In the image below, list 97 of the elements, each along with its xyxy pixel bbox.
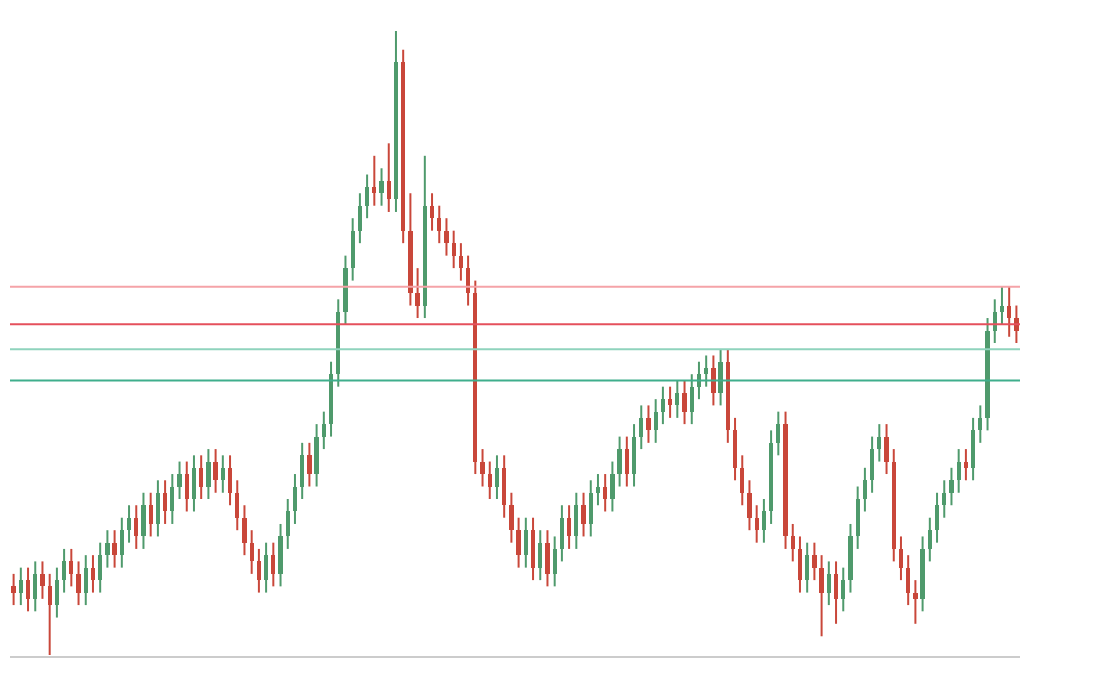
candlestick xyxy=(148,491,153,538)
candlestick xyxy=(552,535,557,588)
candlestick xyxy=(112,529,117,569)
candlestick xyxy=(40,560,45,600)
candlestick xyxy=(631,423,637,488)
candlestick xyxy=(415,267,420,320)
candlestick xyxy=(33,560,38,613)
candlestick xyxy=(69,547,74,588)
candlestick xyxy=(357,192,363,245)
candlestick xyxy=(451,229,456,270)
candlestick xyxy=(711,354,716,407)
candlestick xyxy=(927,516,932,563)
candlestick xyxy=(256,547,262,594)
candlestick xyxy=(545,529,550,588)
candlestick xyxy=(538,529,543,582)
candlestick xyxy=(271,541,276,588)
candlestick xyxy=(76,560,81,607)
candlestick xyxy=(617,435,622,488)
candlestick xyxy=(747,479,752,532)
candlestick xyxy=(689,373,694,426)
candlestick xyxy=(1014,304,1019,344)
candlestick xyxy=(54,566,60,619)
candlestick xyxy=(869,435,875,494)
candlestick xyxy=(18,566,23,607)
candlestick xyxy=(235,479,240,532)
candlestick xyxy=(740,454,745,507)
candlestick xyxy=(913,579,918,625)
candlestick xyxy=(790,522,795,563)
candlestick xyxy=(155,479,161,538)
candlestick xyxy=(321,410,326,451)
candlestick xyxy=(343,254,348,326)
candlestick xyxy=(624,435,629,488)
candlestick xyxy=(906,554,911,607)
candlestick xyxy=(263,541,269,594)
candlestick xyxy=(732,416,738,482)
candlestick xyxy=(278,522,283,588)
candlestick xyxy=(480,448,485,488)
candlestick xyxy=(660,385,666,426)
candlestick xyxy=(509,491,514,544)
candlestick xyxy=(819,554,824,638)
candlestick xyxy=(833,560,839,625)
candlestick xyxy=(285,498,290,550)
candlestick xyxy=(898,535,904,582)
candlestick xyxy=(184,460,189,513)
candlestick xyxy=(855,485,860,550)
candlestick xyxy=(761,498,767,544)
candlestick xyxy=(191,454,197,513)
candlestick xyxy=(805,541,810,594)
candlestick xyxy=(141,491,146,550)
candlestick xyxy=(379,167,384,207)
candlestick xyxy=(862,466,868,513)
candlestick xyxy=(776,410,781,457)
candlestick xyxy=(11,572,16,607)
candlestick xyxy=(530,516,536,582)
candlestick xyxy=(516,516,521,569)
candlestick xyxy=(206,448,211,500)
candlestick xyxy=(98,541,103,594)
candlestick xyxy=(934,491,940,544)
candlestick xyxy=(574,491,579,550)
candlestick xyxy=(581,491,586,538)
candlestick xyxy=(314,423,319,488)
candlestick xyxy=(177,460,182,500)
candlestick xyxy=(848,522,853,594)
candlestick xyxy=(949,466,954,507)
candlestick xyxy=(213,448,218,494)
candlestick xyxy=(639,404,644,451)
candlestick xyxy=(970,416,976,482)
candlestick xyxy=(487,460,492,500)
candlestick xyxy=(718,348,723,407)
candlestick xyxy=(502,454,507,519)
candlestick xyxy=(610,460,615,513)
candlestick xyxy=(364,173,370,220)
candlestick xyxy=(61,547,67,594)
candlestick xyxy=(300,441,305,500)
candlestick xyxy=(25,566,31,613)
candlestick xyxy=(119,516,124,569)
candlestick xyxy=(797,535,803,594)
candlestick xyxy=(841,566,846,613)
candlestick xyxy=(682,379,687,426)
candlestick xyxy=(105,529,110,569)
candlestick xyxy=(83,554,88,607)
candlestick xyxy=(559,504,565,563)
candlestick xyxy=(199,454,204,500)
candlestick xyxy=(812,541,817,582)
candlestick xyxy=(646,404,651,444)
candlestick xyxy=(307,441,312,488)
candlestick xyxy=(350,217,355,282)
candlestick xyxy=(444,217,449,257)
candlestick xyxy=(494,454,500,500)
candlestick xyxy=(437,204,442,245)
candlestick xyxy=(588,479,593,538)
candlestick xyxy=(826,560,831,607)
candlestick xyxy=(227,454,233,507)
candlestick xyxy=(884,423,889,476)
candlestick xyxy=(47,572,52,656)
candlestick xyxy=(523,516,528,569)
candlestick xyxy=(242,504,247,557)
